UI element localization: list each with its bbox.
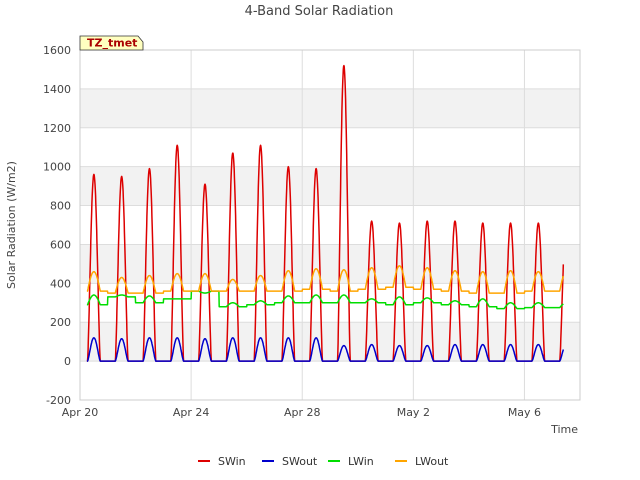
legend-label: LWin (348, 455, 374, 468)
plot-band (80, 361, 580, 400)
plot-band (80, 127, 580, 167)
x-tick-label: Apr 20 (62, 406, 99, 419)
y-tick-label: 1400 (43, 83, 71, 96)
y-tick-label: 600 (50, 238, 71, 251)
y-axis-label: Solar Radiation (W/m2) (5, 161, 18, 289)
site-tag-box (79, 35, 144, 51)
plot-band (80, 205, 580, 245)
y-tick-label: 1600 (43, 44, 71, 57)
plot-band (80, 244, 580, 284)
x-tick-label: Apr 28 (284, 406, 321, 419)
y-tick-label: 400 (50, 277, 71, 290)
plot-band (80, 50, 580, 89)
legend-label: SWout (282, 455, 318, 468)
plot-frame (79, 49, 581, 401)
y-tick-label: -200 (46, 394, 71, 407)
legend-label: SWin (218, 455, 246, 468)
x-tick-label: Apr 24 (173, 406, 210, 419)
x-tick-label: May 6 (508, 406, 541, 419)
legend-label: LWout (415, 455, 449, 468)
site-tag-label: TZ_tmet (87, 37, 137, 50)
series-line-lwin (86, 290, 564, 310)
y-tick-label: 1000 (43, 161, 71, 174)
y-tick-label: 200 (50, 316, 71, 329)
x-tick-label: May 2 (397, 406, 430, 419)
series-line-lwout (86, 265, 565, 294)
legend: SWin SWout LWin LWout (198, 455, 449, 468)
site-tag: TZ_tmet (79, 35, 144, 51)
y-tick-label: 1200 (43, 122, 71, 135)
y-tick-label: 800 (50, 200, 71, 213)
y-tick-label: 0 (64, 355, 71, 368)
series-line-swout (86, 337, 565, 362)
x-axis-label: Time (550, 423, 578, 436)
chart-title: 4-Band Solar Radiation (245, 4, 394, 19)
plot-band (80, 322, 580, 362)
plot-area: -200 0 200 400 600 800 1000 1200 1400 1600 Apr 20 A… (43, 44, 581, 419)
plot-band (80, 88, 580, 128)
plot-band (80, 166, 580, 206)
